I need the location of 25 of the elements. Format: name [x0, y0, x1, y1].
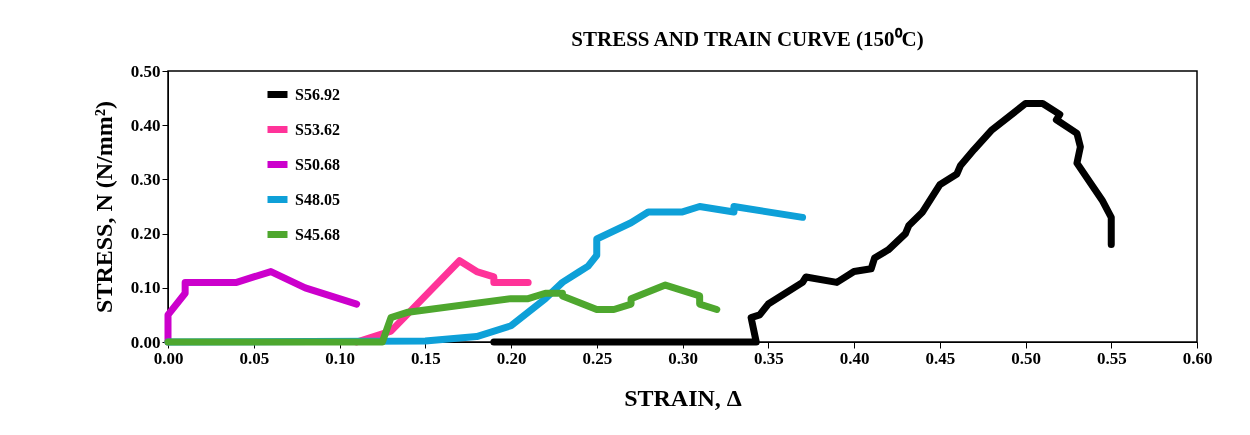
x-tick-label: 0.35 [753, 348, 784, 368]
y-tick-label: 0.50 [130, 61, 161, 81]
y-tick-label: 0.40 [130, 115, 161, 135]
x-tick-label: 0.05 [239, 348, 270, 368]
legend-label: S56.92 [295, 85, 340, 103]
x-tick-label: 0.60 [1182, 348, 1213, 368]
legend-label: S53.62 [295, 120, 340, 138]
legend-label: S45.68 [295, 225, 340, 243]
x-tick-label: 0.20 [496, 348, 527, 368]
y-tick-label: 0.20 [130, 224, 161, 244]
y-tick-label: 0.30 [130, 169, 161, 189]
legend-label: S50.68 [295, 155, 340, 173]
chart-title: STRESS AND TRAIN CURVE (150⁰C) [571, 27, 924, 51]
x-tick-label: 0.10 [325, 348, 355, 368]
x-tick-label: 0.40 [839, 348, 870, 368]
y-tick-label: 0.10 [130, 278, 161, 298]
x-tick-label: 0.45 [925, 348, 956, 368]
legend-label: S48.05 [295, 190, 340, 208]
x-axis-title: STRAIN, Δ [624, 384, 742, 411]
x-tick-label: 0.55 [1096, 348, 1127, 368]
x-tick-label: 0.15 [410, 348, 441, 368]
y-axis-title: STRESS, N (N/mm²) [90, 101, 117, 313]
x-tick-label: 0.25 [582, 348, 613, 368]
x-tick-label: 0.30 [668, 348, 698, 368]
x-tick-label: 0.50 [1011, 348, 1041, 368]
